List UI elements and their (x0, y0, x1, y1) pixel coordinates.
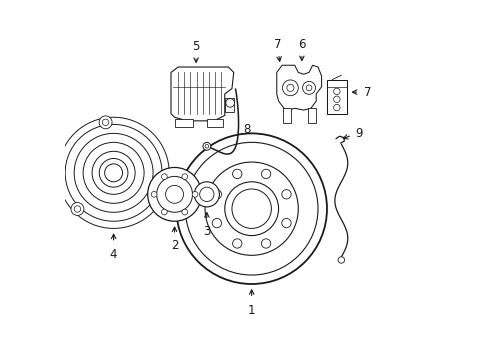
FancyBboxPatch shape (308, 108, 316, 123)
Circle shape (302, 81, 315, 94)
Circle shape (65, 125, 162, 221)
Circle shape (282, 80, 298, 96)
Circle shape (156, 176, 192, 212)
Text: 7: 7 (273, 38, 281, 51)
Circle shape (176, 134, 326, 284)
Text: 7: 7 (363, 86, 371, 99)
Text: 4: 4 (110, 248, 117, 261)
Circle shape (182, 209, 187, 215)
Text: 3: 3 (203, 225, 210, 238)
Circle shape (225, 99, 234, 107)
Circle shape (232, 169, 242, 179)
Circle shape (305, 85, 311, 91)
Circle shape (92, 151, 135, 194)
Polygon shape (171, 67, 233, 121)
Circle shape (194, 182, 219, 207)
Text: 2: 2 (170, 239, 178, 252)
Circle shape (161, 174, 167, 180)
Circle shape (281, 219, 290, 228)
Circle shape (232, 239, 242, 248)
FancyBboxPatch shape (174, 119, 192, 127)
Circle shape (192, 192, 198, 197)
Circle shape (74, 134, 153, 212)
Circle shape (333, 96, 339, 103)
Polygon shape (276, 65, 321, 110)
Circle shape (261, 239, 270, 248)
Circle shape (99, 158, 128, 187)
Circle shape (224, 182, 278, 235)
FancyBboxPatch shape (206, 119, 223, 127)
Circle shape (74, 206, 81, 212)
Circle shape (231, 189, 271, 228)
Circle shape (212, 219, 221, 228)
Circle shape (151, 192, 157, 197)
Circle shape (286, 84, 293, 91)
Circle shape (182, 174, 187, 180)
Circle shape (333, 88, 339, 95)
Text: 8: 8 (243, 123, 250, 136)
Circle shape (204, 144, 208, 148)
Circle shape (71, 203, 84, 215)
FancyBboxPatch shape (224, 98, 233, 112)
Circle shape (161, 209, 167, 215)
Circle shape (204, 162, 298, 255)
Circle shape (83, 142, 144, 203)
Text: 9: 9 (354, 127, 362, 140)
Circle shape (58, 117, 169, 228)
Text: 1: 1 (247, 304, 255, 317)
Circle shape (333, 104, 339, 111)
Circle shape (104, 164, 122, 182)
FancyBboxPatch shape (283, 108, 290, 123)
Text: 5: 5 (192, 40, 200, 53)
Circle shape (99, 116, 112, 129)
Circle shape (261, 169, 270, 179)
FancyBboxPatch shape (326, 80, 346, 114)
Circle shape (203, 142, 210, 150)
Circle shape (165, 185, 183, 203)
Circle shape (199, 187, 214, 202)
Circle shape (147, 167, 201, 221)
Circle shape (102, 119, 109, 126)
Circle shape (212, 190, 221, 199)
Circle shape (337, 257, 344, 263)
Circle shape (281, 190, 290, 199)
Text: 6: 6 (298, 38, 305, 51)
Circle shape (185, 142, 317, 275)
